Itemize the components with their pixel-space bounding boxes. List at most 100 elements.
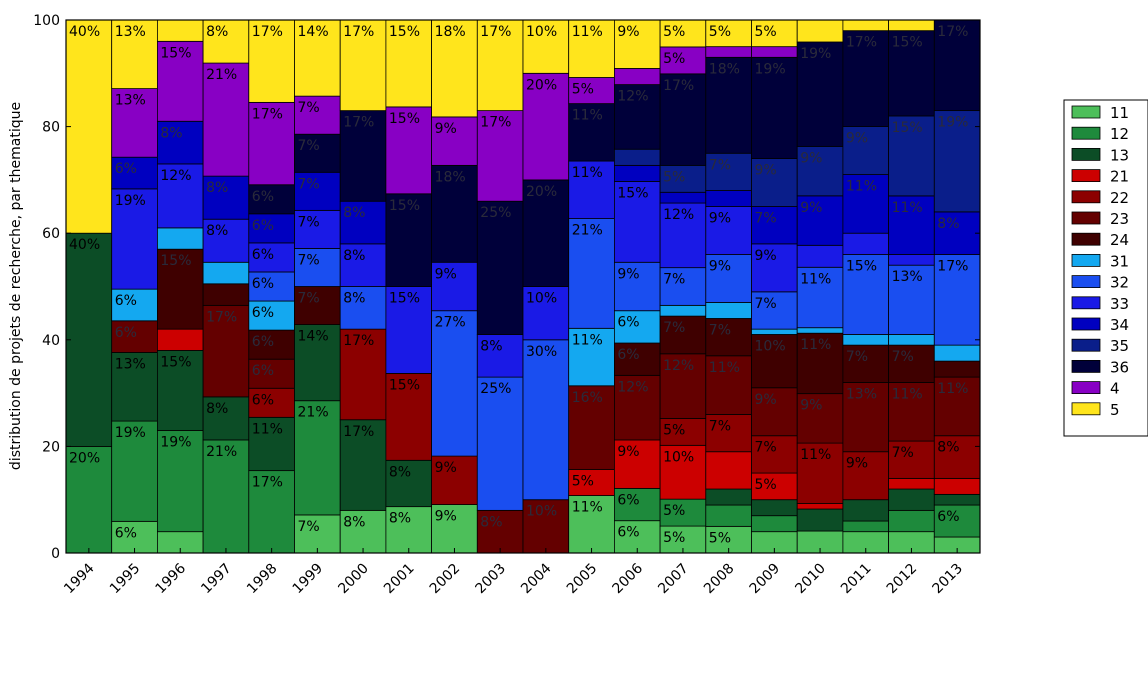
bar-segment-2009-13: [751, 499, 798, 517]
bar-segment-2000-33: [339, 243, 387, 287]
segment-label-2003-36: 25%: [480, 205, 511, 221]
segment-label-2011-24: 7%: [846, 349, 868, 365]
bar-segment-2013-13: [933, 493, 981, 506]
segment-label-2001-33: 15%: [389, 291, 420, 307]
bar-segment-2010-13: [796, 508, 844, 532]
bar-segment-2005-4: [568, 77, 615, 105]
bar-segment-2008-23: [705, 355, 752, 415]
segment-label-2012-35: 15%: [892, 120, 923, 136]
bar-segment-2010-21: [796, 503, 844, 510]
segment-label-1996-13: 15%: [160, 354, 191, 370]
bar-segment-1995-13: [111, 352, 158, 422]
segment-label-1999-13: 14%: [298, 329, 329, 345]
x-tick-label-2011: 2011: [838, 561, 875, 598]
segment-label-1997-4: 21%: [206, 67, 237, 83]
x-tick-label-2003: 2003: [472, 561, 509, 598]
y-axis: 0 20 40 60 80 100: [33, 13, 980, 562]
bar-segment-2005-21: [568, 468, 615, 496]
bar-segment-2013-23: [933, 376, 981, 437]
segment-label-2010-34: 9%: [800, 200, 822, 216]
bar-segment-1999-4: [294, 95, 341, 135]
bar-segment-2009-22: [751, 435, 798, 474]
bar-segment-2009-36: [751, 56, 798, 159]
y-tick-label-40: 40: [42, 333, 60, 349]
segment-label-1995-34: 6%: [115, 161, 137, 177]
segment-label-2003-23: 8%: [480, 514, 502, 530]
x-tick-label-1999: 1999: [290, 561, 327, 598]
bar-segment-2007-31: [659, 304, 707, 317]
bar-segment-2006-33: [614, 181, 661, 263]
segment-label-2007-22: 5%: [663, 422, 685, 438]
bar-segment-2012-31: [888, 334, 935, 346]
segment-label-2011-23: 13%: [846, 386, 877, 402]
bar-segment-2009-24: [751, 334, 798, 389]
bar-segment-2006-34: [614, 164, 661, 182]
segment-label-2005-5: 11%: [572, 24, 603, 40]
bar-segment-2008-12: [705, 504, 752, 527]
segment-label-2010-23: 9%: [800, 398, 822, 414]
segment-label-2009-24: 10%: [755, 338, 786, 354]
segment-label-2005-11: 11%: [572, 500, 603, 516]
bar-segment-2009-4: [751, 46, 798, 58]
bar-segment-2011-12: [842, 520, 890, 533]
segment-label-1997-23: 17%: [206, 309, 237, 325]
segment-label-2001-22: 15%: [389, 377, 420, 393]
bar-segment-1999-12: [294, 400, 341, 516]
segment-label-2006-5: 9%: [617, 24, 639, 40]
legend-label-5: 5: [1110, 401, 1120, 419]
segment-label-1995-23: 6%: [115, 325, 137, 341]
segment-label-1999-34: 7%: [298, 176, 320, 192]
bar-segment-2000-22: [339, 328, 387, 421]
segment-label-1998-36: 6%: [252, 189, 274, 205]
segment-label-2013-32: 17%: [937, 259, 968, 275]
x-tick-label-2013: 2013: [929, 561, 966, 598]
x-tick-label-2000: 2000: [335, 561, 372, 598]
segment-label-1999-12: 21%: [298, 405, 329, 421]
bar-segment-2003-5: [476, 19, 524, 112]
bar-segment-2002-32: [431, 310, 478, 457]
segment-label-2007-36: 17%: [663, 78, 694, 94]
segment-label-2009-35: 9%: [755, 163, 777, 179]
segment-label-2012-22: 7%: [892, 445, 914, 461]
segment-label-2008-35: 7%: [709, 157, 731, 173]
segment-label-2009-34: 7%: [755, 211, 777, 227]
segment-label-2006-33: 15%: [617, 186, 648, 202]
bar-segment-2012-5: [888, 19, 935, 32]
segment-label-2004-4: 20%: [526, 77, 557, 93]
bar-segment-1998-12: [248, 470, 295, 554]
segment-label-2002-11: 9%: [435, 509, 457, 525]
segment-label-2003-4: 17%: [480, 115, 511, 131]
bar-segment-2002-5: [431, 19, 478, 118]
bar-segment-2013-21: [933, 477, 981, 495]
legend-label-34: 34: [1110, 316, 1129, 334]
segment-label-2005-4: 5%: [572, 81, 594, 97]
segment-label-2000-32: 8%: [343, 291, 365, 307]
bar-segment-2011-13: [842, 499, 890, 522]
bar-segment-1997-13: [202, 396, 250, 441]
segment-label-2013-35: 19%: [937, 115, 968, 131]
bar-segment-1997-24: [202, 283, 250, 306]
bar-segment-1998-22: [248, 387, 295, 418]
bar-segment-2008-13: [705, 488, 752, 506]
bar-segment-2009-21: [751, 472, 798, 501]
bar-segment-2012-33: [888, 254, 935, 266]
segment-label-1999-11: 7%: [298, 519, 320, 535]
bar-segment-1997-12: [202, 439, 250, 554]
bar-segment-1998-5: [248, 19, 295, 103]
bar-segment-2005-5: [568, 19, 615, 78]
bar-segment-2011-35: [842, 126, 890, 175]
segment-label-2000-13: 17%: [343, 424, 374, 440]
segment-label-1998-22: 6%: [252, 392, 274, 408]
segment-label-2007-5: 5%: [663, 24, 685, 40]
segment-label-2012-34: 11%: [892, 200, 923, 216]
bar-segment-2013-35: [933, 110, 981, 213]
legend-swatch-4: [1071, 381, 1101, 395]
bar-segment-1998-31: [248, 300, 295, 331]
legend-swatch-36: [1071, 359, 1101, 373]
bar-segment-2011-36: [842, 30, 890, 128]
legend-swatch-33: [1071, 296, 1101, 310]
segment-label-1995-4: 13%: [115, 93, 146, 109]
bar-segment-2003-23: [476, 509, 524, 554]
segment-label-2008-5: 5%: [709, 24, 731, 40]
